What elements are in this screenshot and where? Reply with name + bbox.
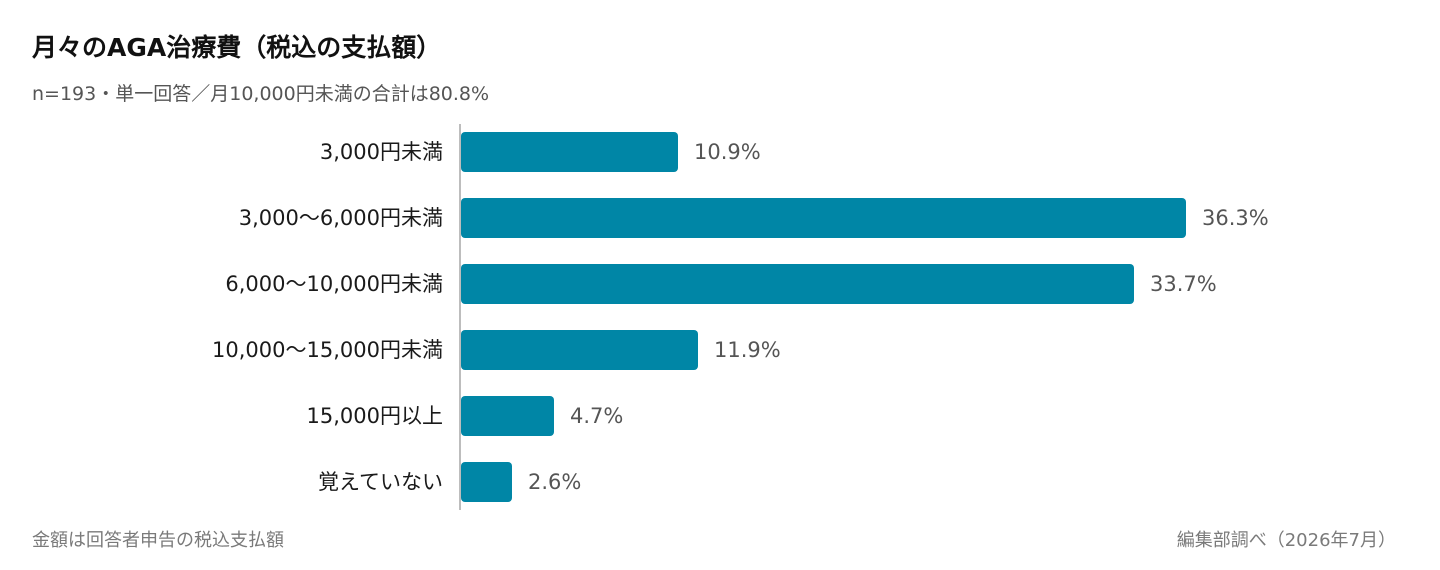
value-label: 10.9%: [694, 140, 761, 164]
value-label: 11.9%: [714, 338, 781, 362]
source-credit: 編集部調べ（2026年7月）: [1176, 530, 1396, 551]
bar: [461, 264, 1134, 304]
bar: [461, 462, 512, 502]
value-label: 4.7%: [570, 404, 623, 428]
bar: [461, 198, 1186, 238]
bar: [461, 396, 554, 436]
value-label: 33.7%: [1150, 272, 1217, 296]
category-label: 3,000円未満: [320, 140, 443, 164]
bar: [461, 330, 698, 370]
bar: [461, 132, 678, 172]
category-label: 覚えていない: [318, 470, 443, 494]
value-label: 2.6%: [528, 470, 581, 494]
chart-title: 月々のAGA治療費（税込の支払額）: [32, 33, 442, 62]
chart-subtitle: n=193・単一回答／月10,000円未満の合計は80.8%: [32, 83, 490, 105]
footnote: 金額は回答者申告の税込支払額: [32, 530, 284, 551]
category-label: 15,000円以上: [307, 404, 443, 428]
value-label: 36.3%: [1202, 206, 1269, 230]
category-label: 10,000〜15,000円未満: [212, 338, 443, 362]
category-label: 3,000〜6,000円未満: [239, 206, 443, 230]
category-label: 6,000〜10,000円未満: [225, 272, 443, 296]
